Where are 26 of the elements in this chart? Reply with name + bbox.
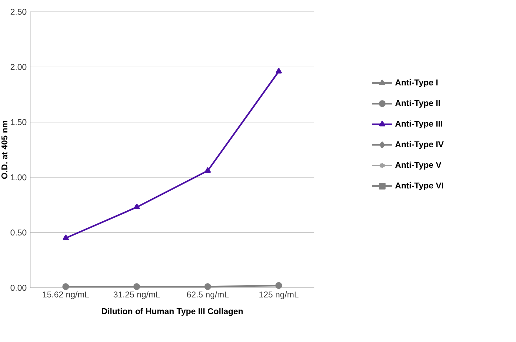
point: [276, 282, 282, 290]
y-tick-label: 2.00: [10, 64, 27, 70]
legend-label: Anti-Type II: [395, 100, 440, 108]
x-tick-label: 125 ng/mL: [260, 292, 299, 300]
y-tick-label: 1.50: [11, 119, 27, 126]
y-tick-label: 0.00: [10, 285, 27, 291]
legend-label: Anti-Type I: [395, 79, 438, 88]
x-axis-title: Dilution of Human Type III Collagen: [102, 308, 243, 316]
x-tick-label: 62.5 ng/mL: [187, 292, 229, 300]
point: [62, 284, 70, 290]
point: [204, 168, 212, 174]
point: [276, 68, 282, 74]
point: [62, 234, 70, 240]
y-tick-label: 1.00: [11, 174, 27, 181]
point: [134, 284, 140, 290]
point: [204, 284, 212, 290]
legend-label: Anti-Type III: [395, 120, 442, 129]
y-tick-label: 2.50: [10, 9, 27, 15]
y-axis-title: O.D. at 405 nm: [2, 121, 8, 180]
legend-label: Anti-Type IV: [395, 141, 444, 150]
legend-label: Anti-Type V: [395, 162, 442, 170]
x-tick-label: 15.62 ng/mL: [43, 292, 90, 300]
legend-label: Anti-Type VI: [395, 182, 444, 190]
y-tick-label: 0.50: [10, 230, 27, 236]
point: [134, 204, 140, 210]
x-tick-label: 31.25 ng/mL: [114, 292, 160, 300]
